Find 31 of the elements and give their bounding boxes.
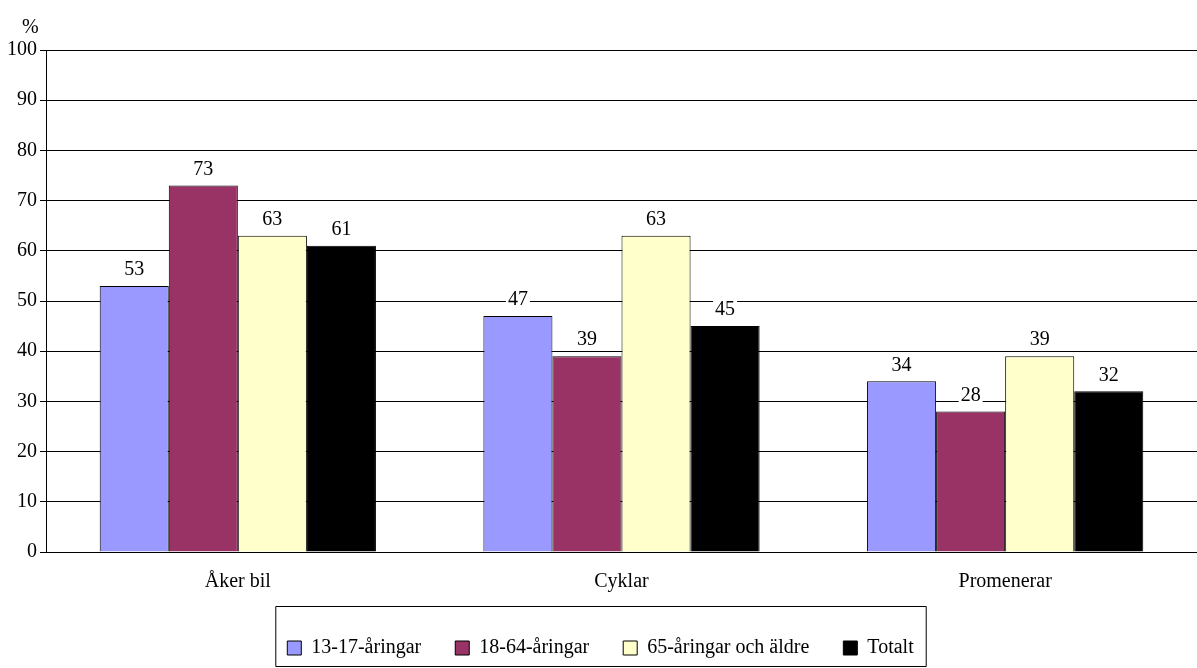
y-tick-label: 60 — [17, 238, 37, 261]
data-label: 63 — [262, 206, 283, 229]
data-label: 63 — [646, 206, 667, 229]
x-tick-label: Promenerar — [958, 569, 1053, 592]
data-label: 61 — [331, 217, 352, 240]
data-label: 73 — [193, 156, 214, 179]
y-tick-label: 30 — [17, 388, 37, 411]
y-tick-label: 0 — [27, 539, 37, 562]
data-label: 39 — [576, 327, 597, 350]
data-label: 34 — [891, 352, 912, 375]
data-label: 47 — [507, 287, 528, 310]
x-tick-label: Cyklar — [594, 569, 650, 593]
legend-label: Totalt — [867, 635, 915, 658]
y-tick-label: 90 — [17, 87, 37, 110]
y-tick-label: 100 — [7, 37, 37, 60]
data-label: 32 — [1098, 362, 1119, 385]
data-label: 45 — [715, 297, 736, 320]
y-tick-label: 20 — [17, 438, 37, 461]
data-label: 53 — [124, 257, 145, 280]
y-tick-label: 80 — [17, 137, 37, 160]
data-label: 28 — [960, 382, 981, 405]
y-tick-label: 70 — [17, 187, 37, 210]
legend-label: 13-17-åringar — [311, 635, 422, 659]
x-tick-label: Åker bil — [204, 569, 272, 592]
data-label: 39 — [1029, 327, 1050, 350]
legend-label: 18-64-åringar — [479, 635, 590, 659]
y-tick-label: 40 — [17, 338, 37, 361]
y-tick-label: 50 — [17, 288, 37, 311]
y-tick-label: 10 — [17, 489, 37, 512]
legend-label: 65-åringar och äldre — [647, 635, 810, 659]
y-axis-title: % — [22, 15, 39, 38]
